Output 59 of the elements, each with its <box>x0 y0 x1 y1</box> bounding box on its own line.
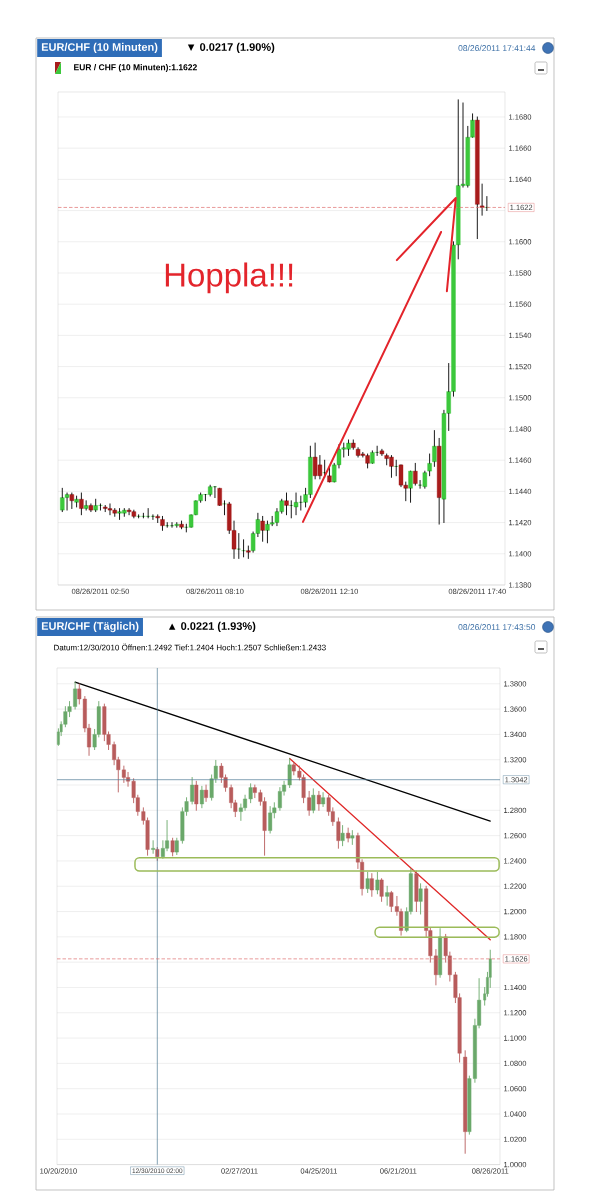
candlestick <box>64 492 70 511</box>
candlestick <box>69 492 75 509</box>
candlestick <box>160 515 165 531</box>
candlestick <box>438 928 443 978</box>
candlestick <box>136 514 141 517</box>
candlestick <box>93 498 98 513</box>
candlestick <box>385 885 390 906</box>
candlestick <box>316 790 321 811</box>
candlestick <box>463 1050 468 1154</box>
candlestick <box>155 514 160 524</box>
chart-title: EUR/CHF (Täglich) <box>41 621 139 633</box>
candlestick <box>293 492 299 516</box>
chart-subtitle: Datum:12/30/2010 Öffnen:1.2492 Tief:1.2404 Hoch:1.2507 Schließen:1.2433 <box>54 643 326 651</box>
candlestick <box>321 792 326 807</box>
candlestick <box>194 780 199 811</box>
candlestick <box>414 870 419 912</box>
candlestick <box>222 500 227 516</box>
candlestick <box>394 459 399 477</box>
candlestick <box>327 465 332 483</box>
candlestick <box>207 484 213 497</box>
candlestick <box>60 487 65 513</box>
candlestick <box>311 788 316 814</box>
candlestick <box>379 879 384 902</box>
text: 08/26/2011 17:43:50 <box>458 623 536 631</box>
candlestick <box>204 784 209 802</box>
candlestick <box>350 830 355 845</box>
candlestick <box>199 785 204 809</box>
candlestick <box>74 495 79 508</box>
text: ▼ 0.0217 (1.90%) <box>187 42 275 54</box>
annotation: Hoppla!!! <box>165 262 293 294</box>
candlestick <box>340 825 345 847</box>
chart-title: EUR/CHF (10 Minuten) <box>41 42 158 54</box>
text: ▲ 0.0221 (1.93%) <box>168 621 256 633</box>
candlestick <box>418 883 423 915</box>
candlestick <box>107 503 113 516</box>
candlestick <box>141 512 146 517</box>
candlestick <box>165 522 170 527</box>
legend-label: EUR / CHF (10 Minuten):1.1622 <box>74 64 197 72</box>
candlestick <box>284 492 289 516</box>
candlestick <box>170 837 175 857</box>
candlestick <box>241 539 246 558</box>
candlestick <box>79 492 84 516</box>
candlestick <box>260 515 265 542</box>
candlestick <box>413 462 418 486</box>
candlestick <box>370 450 375 464</box>
candlestick <box>151 840 156 854</box>
candlestick <box>375 871 380 895</box>
candlestick <box>432 430 437 467</box>
candlestick <box>436 437 442 525</box>
candlestick <box>217 488 222 506</box>
candlestick <box>408 470 413 503</box>
candlestick <box>179 520 184 530</box>
candlestick <box>145 508 151 517</box>
candlestick <box>88 503 94 513</box>
candlestick <box>174 522 179 528</box>
candlestick <box>236 533 242 559</box>
candlestick <box>268 806 273 834</box>
text: 08/26/2011 17:41:44 <box>458 44 536 52</box>
candlestick <box>365 871 370 894</box>
